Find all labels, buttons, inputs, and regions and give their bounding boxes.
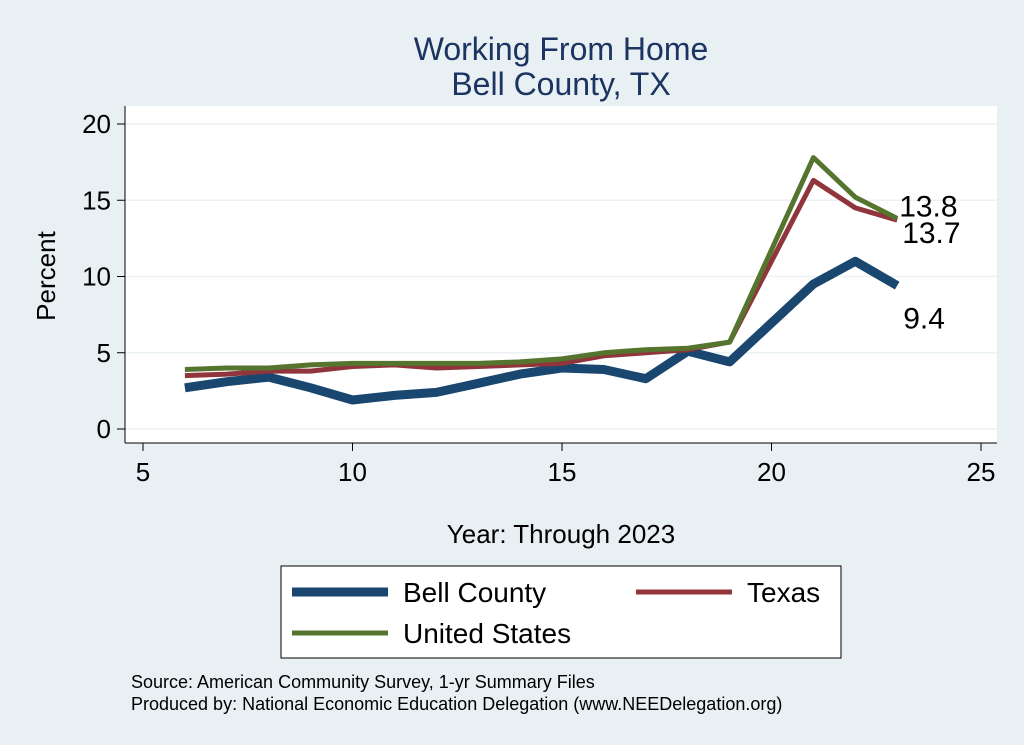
end-label-texas: 13.7 [902,217,960,250]
series-lines [184,155,900,405]
y-tick-label: 15 [82,185,111,215]
y-tick-label: 5 [97,338,111,368]
x-tick-label: 15 [548,457,577,487]
legend: Bell County Texas United States [280,565,842,659]
producer-note: Produced by: National Economic Education… [131,694,782,714]
x-tick-label: 5 [136,457,150,487]
chart-subtitle: Bell County, TX [451,66,670,102]
end-label-bell-county: 9.4 [903,303,945,336]
y-tick-label: 0 [97,414,111,444]
y-tick-label: 10 [82,262,111,292]
plot-area [125,106,997,443]
x-axis-title: Year: Through 2023 [447,519,675,549]
y-axis: 0 5 10 15 20 [82,106,126,444]
legend-label-texas: Texas [747,577,820,608]
source-note: Source: American Community Survey, 1-yr … [131,672,595,692]
y-axis-title: Percent [31,230,61,320]
x-tick-label: 20 [757,457,786,487]
x-tick-label: 10 [338,457,367,487]
series-line-bell-county [184,256,900,405]
legend-label-bell-county: Bell County [403,577,546,608]
y-tick-label: 20 [82,109,111,139]
legend-box [280,565,842,659]
grid-lines [125,123,997,430]
x-axis: 5 10 15 20 25 [125,442,997,487]
end-labels: 9.4 13.713.8 [899,191,960,336]
chart-title: Working From Home [414,31,709,67]
end-label-united-states: 13.8 [899,191,957,224]
series-line-united-states [184,155,899,372]
x-tick-label: 25 [967,457,996,487]
series-line-texas [184,177,898,379]
legend-label-united-states: United States [403,618,571,649]
